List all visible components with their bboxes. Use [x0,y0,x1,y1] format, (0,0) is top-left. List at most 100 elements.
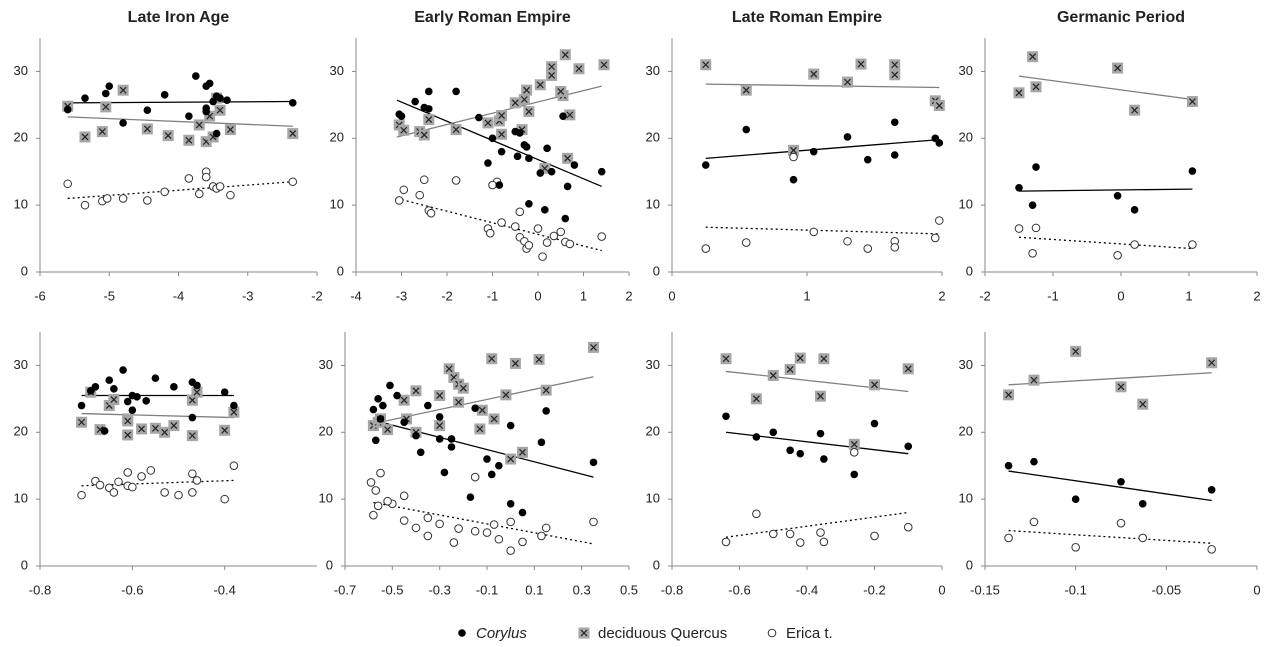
point [412,431,420,440]
x-tick-label: -0.6 [121,582,143,597]
point-cross [817,392,824,400]
point [842,76,853,88]
point [525,154,533,163]
point [1070,345,1082,357]
point [789,175,798,184]
point [863,244,873,253]
trend-line [373,501,594,545]
point [525,200,533,208]
point-cross [1072,347,1080,355]
point [229,461,239,471]
y-tick-label: 30 [646,63,660,78]
point [1029,517,1039,527]
point [1112,62,1124,74]
point [288,177,298,187]
point [509,357,521,369]
point [369,405,378,414]
point-cross [170,422,178,430]
point [119,119,127,127]
point [500,389,512,401]
point [598,59,610,71]
point [547,167,556,176]
point [128,482,137,492]
point-cross [548,63,556,71]
point [794,352,806,364]
point-cross [535,355,543,363]
point-cross [498,112,506,119]
y-tick-label: 30 [14,357,28,372]
x-tick-label: 0 [1117,288,1124,303]
point [1138,533,1148,543]
point [224,124,236,136]
point [194,189,204,199]
point [889,59,901,71]
point [843,133,852,141]
x-tick-label: -4 [173,288,185,303]
point [890,151,899,159]
y-tick-label: 20 [646,130,660,145]
point-cross [561,51,569,59]
point [578,627,590,639]
point [541,523,551,533]
point [101,89,110,98]
point [141,123,153,135]
point [410,385,422,397]
point [506,421,515,430]
point [230,401,238,410]
trend-line [1018,75,1193,101]
point [174,490,183,500]
point [77,401,86,410]
point-cross [520,96,528,103]
point [555,85,567,97]
point [114,477,123,487]
point [435,519,444,529]
point-cross [1005,391,1012,399]
point [117,84,129,96]
point-cross [742,86,750,94]
point-cross [455,398,463,406]
trend-line [1018,236,1193,250]
point [1188,240,1197,249]
point [740,84,752,96]
point [855,58,867,70]
point [816,528,825,537]
y-tick-label: 0 [337,263,344,278]
trend-line [725,370,909,393]
point [563,182,572,191]
point-cross [844,78,851,86]
point [170,383,178,391]
point [589,517,598,527]
point [383,496,392,506]
point [850,470,859,479]
point [589,458,598,467]
point [542,407,550,415]
x-tick-label: -3 [242,288,254,303]
point [186,430,198,442]
point [440,468,449,477]
point [573,63,585,75]
point [474,423,486,435]
x-tick-label: -2 [979,288,991,303]
point [220,494,229,504]
point [1071,495,1080,503]
point [1113,250,1122,260]
point [399,185,409,195]
point-cross [507,455,515,463]
point [1138,500,1147,508]
x-tick-label: -0.05 [1152,582,1182,597]
point [426,208,436,218]
point [443,363,455,375]
point [423,114,435,126]
point [191,386,203,398]
point-cross [216,106,224,114]
point [570,161,579,169]
y-tick-label: 20 [959,424,973,439]
point-cross [384,426,392,434]
point [434,390,446,402]
point [796,449,805,458]
point [533,353,545,365]
point [543,144,551,153]
point-cross [452,126,460,134]
point [470,526,480,536]
point [188,469,197,479]
